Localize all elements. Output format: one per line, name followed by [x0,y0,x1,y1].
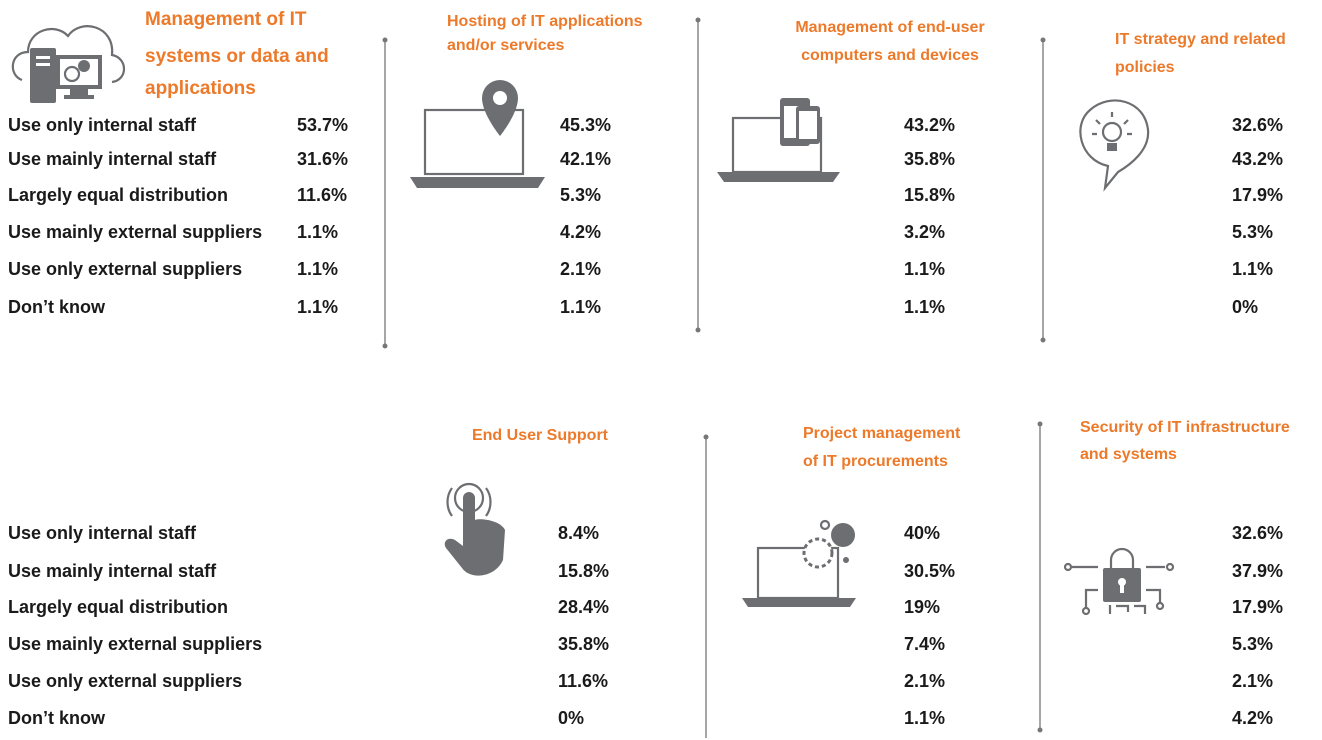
row-label: Use mainly external suppliers [8,634,262,654]
section-title: policies [1115,59,1175,76]
row-label: Don’t know [8,708,106,728]
row-label: Don’t know [8,297,106,317]
row-label: Largely equal distribution [8,185,228,205]
percentage: 32.6% [1232,115,1283,135]
percentage: 5.3% [560,185,601,205]
percentage: 17.9% [1232,185,1283,205]
percentage: 53.7% [297,115,348,135]
row-label: Use only external suppliers [8,259,242,279]
section-title: Management of end-user [795,19,984,36]
percentage: 17.9% [1232,597,1283,617]
section-title: End User Support [472,427,609,444]
percentage: 45.3% [560,115,611,135]
percentage: 2.1% [1232,671,1273,691]
row-label: Use mainly external suppliers [8,222,262,242]
percentage: 5.3% [1232,222,1273,242]
percentage: 32.6% [1232,523,1283,543]
row-label: Largely equal distribution [8,597,228,617]
percentage: 11.6% [558,671,608,691]
row-label: Use only internal staff [8,523,197,543]
percentage: 4.2% [560,222,601,242]
percentage: 37.9% [1232,561,1283,581]
row-label: Use mainly internal staff [8,149,217,169]
section-title: Project management [803,425,961,442]
percentage: 3.2% [904,222,945,242]
percentage: 35.8% [904,149,955,169]
dividers [382,17,1046,738]
section-title: Hosting of IT applications [447,13,643,30]
percentage: 35.8% [558,634,609,654]
section-title: computers and devices [801,47,979,64]
row-label: Use only external suppliers [8,671,242,691]
percentage: 1.1% [560,297,601,317]
percentage: 1.1% [297,297,338,317]
lock-circuit-icon [1063,547,1175,616]
row-label: Use only internal staff [8,115,197,135]
laptop-phone-icon [717,98,840,182]
section-title: Security of IT infrastructure [1080,419,1290,436]
percentage: 5.3% [1232,634,1273,654]
percentage: 1.1% [904,297,945,317]
section-title: IT strategy and related [1115,31,1286,48]
percentage: 43.2% [904,115,955,135]
percentage: 30.5% [904,561,955,581]
percentage: 0% [558,708,584,728]
percentage: 2.1% [904,671,945,691]
percentage: 15.8% [558,561,609,581]
percentage: 4.2% [1232,708,1273,728]
row-label: Use mainly internal staff [8,561,217,581]
percentage: 8.4% [558,523,599,543]
percentage: 40% [904,523,940,543]
section-title: of IT procurements [803,453,948,470]
cloud-computer-icon [11,25,126,103]
percentage: 1.1% [297,222,338,242]
percentage: 42.1% [560,149,611,169]
laptop-location-icon [410,80,545,188]
section-title: and systems [1080,446,1177,463]
percentage: 19% [904,597,940,617]
percentage: 1.1% [1232,259,1273,279]
idea-bubble-icon [1079,99,1150,192]
percentage: 7.4% [904,634,945,654]
touch-hand-icon [444,482,505,576]
percentage: 1.1% [297,259,338,279]
percentage: 31.6% [297,149,348,169]
section-title: systems or data and [145,46,329,67]
percentage: 15.8% [904,185,955,205]
percentage: 43.2% [1232,149,1283,169]
percentage: 0% [1232,297,1258,317]
laptop-gears-icon [742,519,856,607]
section-title: applications [145,78,256,99]
percentage: 2.1% [560,259,601,279]
percentage: 28.4% [558,597,609,617]
percentage: 11.6% [297,185,347,205]
percentage: 1.1% [904,259,945,279]
percentage: 1.1% [904,708,945,728]
section-title: Management of IT [145,9,307,30]
section-title: and/or services [447,37,565,54]
